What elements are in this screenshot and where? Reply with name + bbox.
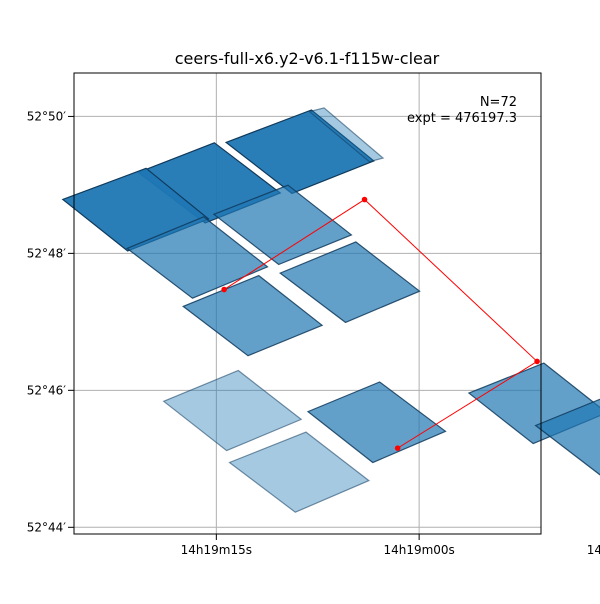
connector-segment-2 (364, 199, 538, 362)
y-tick-label-4: 52°50′ (27, 109, 67, 123)
y-tick-label-1: 52°44′ (27, 520, 67, 534)
x-tick-label-2: 14h19m00s (383, 543, 454, 557)
marker-p3 (534, 358, 540, 365)
annotation-count: N=72 (480, 95, 517, 110)
connector-segment-1 (223, 199, 365, 290)
connector-layer (223, 199, 538, 449)
x-tick-label-3: 14h18m45s (587, 543, 600, 557)
footprint-layer (61, 107, 600, 513)
marker-layer (221, 196, 540, 451)
footprint-fp7 (279, 241, 421, 324)
footprint-fp12 (162, 369, 303, 452)
marker-p2 (361, 196, 368, 203)
y-tick-label-2: 52°46′ (27, 383, 67, 397)
footprint-fp13 (228, 431, 371, 513)
footprint-fp10 (534, 398, 600, 476)
footprint-fp5 (212, 184, 353, 266)
footprint-fp11 (306, 381, 447, 464)
footprint-fp6 (125, 216, 269, 299)
annotation-exposure-time: expt = 476197.3 (407, 111, 517, 126)
footprint-fp4 (308, 107, 385, 163)
connector-segment-3 (397, 361, 538, 449)
marker-p1 (221, 286, 227, 293)
x-tick-label-1: 14h19m15s (181, 543, 252, 557)
marker-p4 (394, 445, 401, 451)
footprint-fp8 (182, 274, 324, 357)
chart-title: ceers-full-x6.y2-v6.1-f115w-clear (175, 49, 440, 68)
y-tick-label-3: 52°48′ (27, 246, 67, 260)
plot-frame (73, 72, 542, 535)
tick-layer: 14h19m15s 14h19m00s 14h18m45s 52°44′ 52°46′ 5… (27, 109, 600, 557)
